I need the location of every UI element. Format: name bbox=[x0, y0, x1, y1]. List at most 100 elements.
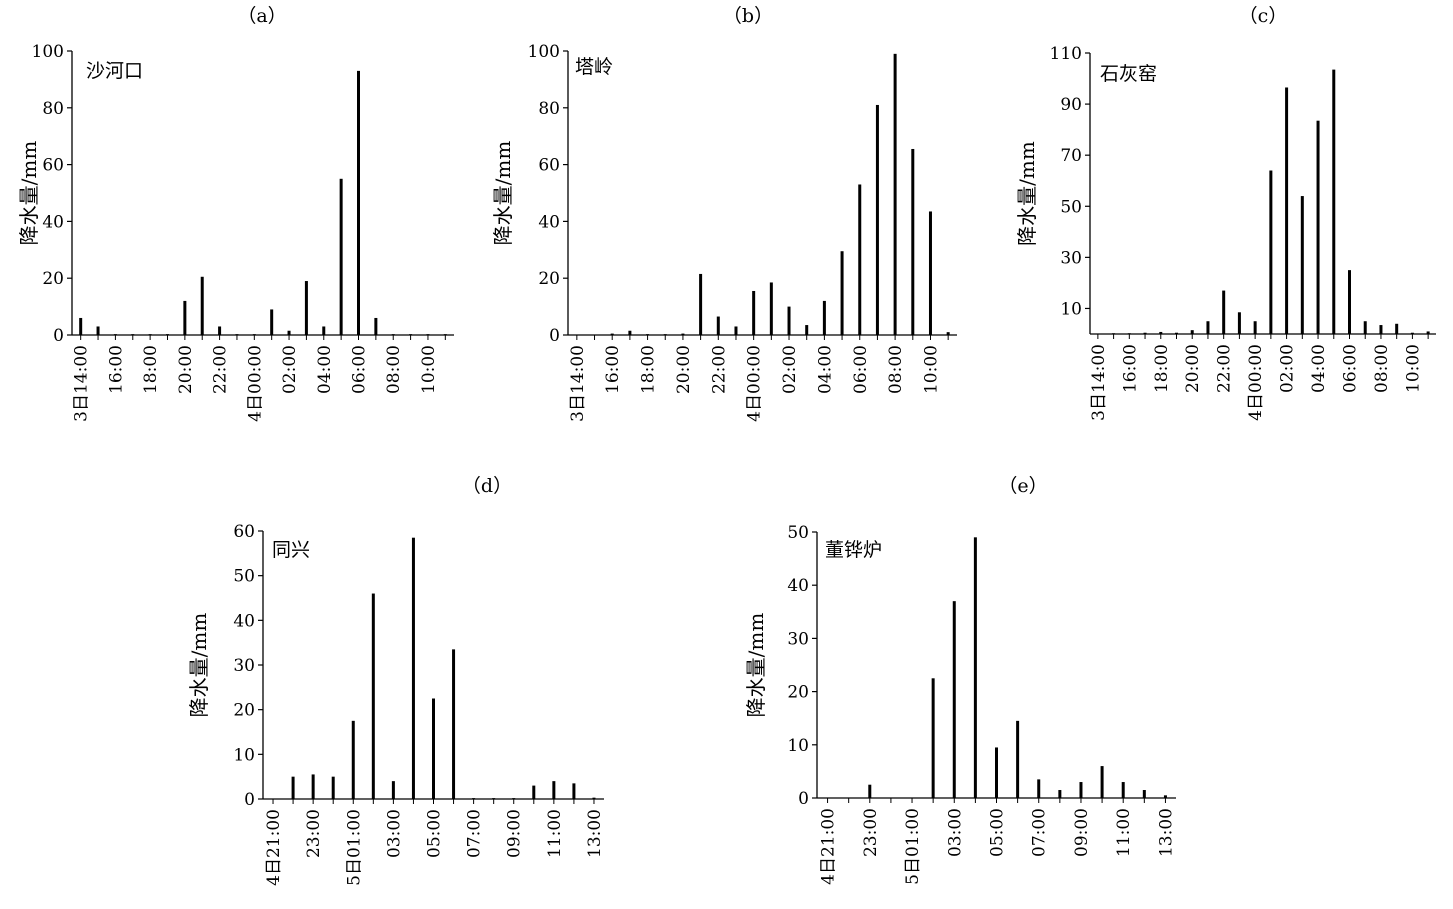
x-tick-label: 3日14:00 bbox=[72, 345, 92, 422]
y-tick-label: 50 bbox=[233, 567, 255, 587]
y-tick-label: 10 bbox=[1060, 299, 1082, 319]
x-tick-label: 02:00 bbox=[780, 345, 800, 394]
bar bbox=[1332, 69, 1336, 334]
y-tick-label: 50 bbox=[787, 523, 809, 543]
bar bbox=[166, 334, 169, 335]
y-tick-label: 0 bbox=[549, 326, 560, 346]
bar bbox=[1121, 782, 1125, 798]
chart-panel-c: （c） 10 30 50 70 90 110 3日14:00 16:00 18:00 20:00 22… bbox=[1015, 5, 1436, 421]
bar bbox=[1142, 790, 1146, 798]
bar bbox=[1159, 331, 1163, 334]
bar bbox=[610, 333, 614, 335]
x-tick-label: 05:00 bbox=[988, 808, 1008, 857]
x-tick-label: 10:00 bbox=[921, 345, 941, 394]
x-tick-label: 16:00 bbox=[1120, 344, 1140, 393]
x-tick-label: 18:00 bbox=[639, 345, 659, 394]
bar bbox=[322, 326, 326, 335]
bar bbox=[304, 281, 308, 335]
bar bbox=[699, 273, 703, 335]
bar bbox=[822, 300, 826, 335]
x-tick-label: 05:00 bbox=[425, 809, 445, 858]
bar bbox=[409, 334, 413, 335]
chart-panel-e: （e） 0 10 20 30 40 50 4日21:00 23:00 5日01:00 03:00 05… bbox=[744, 475, 1176, 885]
x-tick-label: 04:00 bbox=[1309, 344, 1329, 393]
x-tick-label: 5日01:00 bbox=[903, 808, 923, 885]
bar bbox=[452, 649, 456, 799]
bar bbox=[1395, 323, 1399, 334]
x-tick-label: 03:00 bbox=[384, 809, 404, 858]
y-tick-label: 80 bbox=[42, 99, 64, 119]
x-tick-label: 08:00 bbox=[384, 345, 404, 394]
y-tick-label: 100 bbox=[528, 42, 560, 62]
bar bbox=[218, 326, 222, 335]
bar bbox=[1285, 87, 1289, 335]
x-tick-label: 4日21:00 bbox=[264, 809, 284, 886]
bar bbox=[79, 317, 83, 335]
bar bbox=[1348, 270, 1351, 334]
chart-title: （c） bbox=[1239, 5, 1288, 27]
chart-title: （e） bbox=[998, 475, 1047, 497]
bar bbox=[1079, 782, 1083, 798]
bar bbox=[1379, 325, 1383, 334]
bar bbox=[572, 783, 576, 799]
y-tick-label: 50 bbox=[1060, 197, 1082, 217]
x-tick-label: 5日01:00 bbox=[344, 809, 364, 886]
x-tick-label: 10:00 bbox=[1403, 344, 1423, 393]
y-tick-label: 20 bbox=[42, 269, 64, 289]
x-tick-label: 03:00 bbox=[945, 808, 965, 857]
y-tick-label: 60 bbox=[42, 156, 64, 176]
y-tick-label: 100 bbox=[32, 42, 64, 62]
x-tick-label: 20:00 bbox=[1183, 344, 1203, 393]
bar bbox=[663, 334, 667, 335]
y-tick-label: 20 bbox=[538, 269, 560, 289]
y-tick-label: 10 bbox=[233, 745, 255, 765]
x-tick-label: 13:00 bbox=[1156, 808, 1176, 857]
y-tick-label: 40 bbox=[538, 212, 560, 232]
y-tick-label: 0 bbox=[53, 326, 64, 346]
station-annotation: 同兴 bbox=[272, 539, 310, 561]
bar bbox=[946, 332, 950, 335]
x-tick-label: 08:00 bbox=[1372, 344, 1392, 393]
x-tick-label: 18:00 bbox=[141, 345, 161, 394]
y-tick-label: 60 bbox=[233, 522, 255, 542]
y-tick-label: 0 bbox=[244, 790, 255, 810]
bar bbox=[928, 211, 932, 335]
bar bbox=[1058, 790, 1062, 798]
x-tick-label: 3日14:00 bbox=[568, 345, 588, 422]
y-tick-label: 70 bbox=[1060, 146, 1082, 166]
x-tick-label: 20:00 bbox=[176, 345, 196, 394]
x-tick-label: 04:00 bbox=[815, 345, 835, 394]
bar bbox=[1426, 331, 1430, 334]
x-tick-label: 3日14:00 bbox=[1089, 344, 1109, 421]
x-tick-label: 13:00 bbox=[585, 809, 605, 858]
bar bbox=[432, 698, 435, 799]
x-tick-label: 23:00 bbox=[861, 808, 881, 857]
bar bbox=[131, 334, 135, 335]
x-tick-label: 16:00 bbox=[603, 345, 623, 394]
y-tick-label: 110 bbox=[1050, 44, 1082, 64]
bar bbox=[646, 334, 650, 335]
bar bbox=[443, 334, 447, 335]
bar bbox=[492, 798, 496, 799]
x-tick-label: 06:00 bbox=[1341, 344, 1361, 393]
station-annotation: 董铧炉 bbox=[825, 539, 882, 561]
chart-title: （d） bbox=[462, 475, 512, 497]
bar bbox=[1100, 766, 1104, 798]
bar bbox=[391, 781, 395, 799]
x-tick-label: 09:00 bbox=[1072, 808, 1092, 857]
x-tick-label: 22:00 bbox=[211, 345, 231, 394]
bar bbox=[1163, 795, 1167, 798]
x-tick-label: 4日21:00 bbox=[819, 808, 839, 885]
x-tick-label: 22:00 bbox=[709, 345, 729, 394]
x-tick-label: 4日00:00 bbox=[1246, 344, 1266, 421]
chart-title: （b） bbox=[723, 5, 773, 27]
y-tick-label: 10 bbox=[787, 736, 809, 756]
x-tick-label: 16:00 bbox=[106, 345, 126, 394]
bar bbox=[858, 184, 862, 335]
bar bbox=[252, 334, 256, 335]
bar bbox=[1037, 779, 1041, 798]
bar bbox=[769, 282, 773, 335]
chart-panel-d: （d） 0 10 20 30 40 50 60 4日21:00 23:00 5日01:00 03:00… bbox=[187, 475, 605, 886]
bar bbox=[1363, 321, 1367, 334]
